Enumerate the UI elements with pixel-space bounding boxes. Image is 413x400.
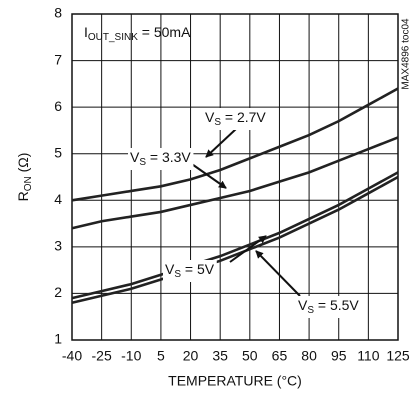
label-arrow: [229, 235, 267, 263]
annotation: IOUT_SINK = 50mA: [84, 24, 191, 43]
annotation-rest: = 50mA: [138, 24, 191, 40]
y-tick-label: 5: [54, 144, 62, 160]
x-tick-label: 50: [242, 348, 258, 364]
label-bg: [163, 260, 217, 282]
y-axis-label-rest: (Ω): [15, 153, 31, 177]
x-tick-label: -10: [121, 348, 141, 364]
series-label-sub: S: [307, 305, 314, 316]
series-label-rest: = 2.7V: [221, 109, 266, 125]
series-label-sub: S: [214, 117, 221, 128]
label-bg: [203, 108, 269, 130]
y-tick-label: 1: [54, 331, 62, 347]
series-label-sub: S: [139, 157, 146, 168]
series-line: [71, 171, 399, 300]
series-label-rest: = 3.3V: [146, 149, 191, 165]
label-bg: [296, 296, 362, 318]
x-tick-label: 65: [272, 348, 288, 364]
x-tick-label: 35: [212, 348, 228, 364]
y-axis-label-sub: ON: [23, 176, 34, 191]
x-tick-label: -25: [92, 348, 112, 364]
y-tick-label: 7: [54, 51, 62, 67]
series-label: VS = 2.7V: [205, 109, 266, 128]
y-axis-label: RON (Ω): [15, 153, 34, 202]
series-label: VS = 5V: [165, 261, 215, 280]
x-tick-label: 20: [183, 348, 199, 364]
x-tick-label: 80: [301, 348, 317, 364]
label-arrow: [205, 128, 237, 158]
series-label-main: V: [298, 297, 308, 313]
x-tick-label: 125: [386, 348, 410, 364]
series-label-main: V: [130, 149, 140, 165]
annotation-main: I: [84, 24, 88, 40]
series-label-main: V: [165, 261, 175, 277]
series-label-rest: = 5V: [181, 261, 215, 277]
y-tick-label: 4: [54, 191, 62, 207]
y-axis-label-main: R: [15, 191, 31, 201]
series-label-sub: S: [174, 269, 181, 280]
annotation-sub: OUT_SINK: [88, 32, 138, 43]
series-line: [71, 136, 399, 230]
x-tick-label: -40: [62, 348, 82, 364]
series-label: VS = 3.3V: [130, 149, 191, 168]
series-label: VS = 5.5V: [298, 297, 359, 316]
x-tick-label: 95: [331, 348, 347, 364]
series-label-main: V: [205, 109, 215, 125]
label-arrow: [255, 250, 301, 297]
x-axis-label: TEMPERATURE (°C): [168, 373, 302, 389]
label-arrow: [188, 161, 227, 189]
x-tick-label: 110: [357, 348, 380, 364]
label-bg: [128, 148, 194, 170]
y-tick-label: 8: [54, 5, 62, 21]
series-line: [71, 87, 399, 202]
y-tick-label: 2: [54, 284, 62, 300]
y-tick-label: 3: [54, 238, 62, 254]
y-tick-label: 6: [54, 98, 62, 114]
series-label-rest: = 5.5V: [314, 297, 359, 313]
side-note: MAX4896 toc04: [401, 18, 412, 90]
x-tick-label: 5: [157, 348, 165, 364]
series-line: [71, 175, 399, 305]
